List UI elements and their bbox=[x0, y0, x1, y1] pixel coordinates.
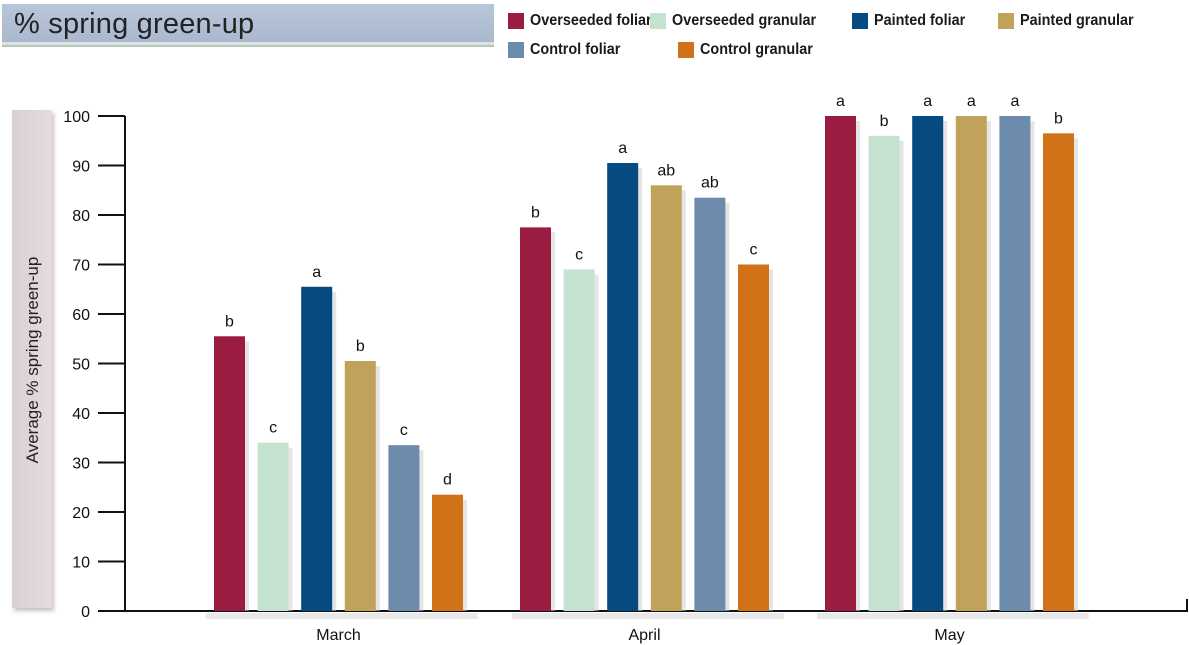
legend-swatch bbox=[650, 13, 666, 29]
title-divider bbox=[2, 45, 494, 47]
significance-letter: b bbox=[880, 113, 889, 130]
y-tick-label: 80 bbox=[72, 208, 90, 225]
significance-letter: a bbox=[312, 264, 321, 281]
significance-letter: b bbox=[356, 338, 365, 355]
legend-label: Overseeded foliar bbox=[530, 12, 652, 29]
legend-label: Painted foliar bbox=[874, 12, 966, 29]
significance-letter: c bbox=[400, 422, 408, 439]
bar bbox=[912, 116, 944, 611]
bar bbox=[868, 135, 900, 612]
y-tick-label: 40 bbox=[72, 406, 90, 423]
bar bbox=[301, 286, 333, 611]
significance-letter: c bbox=[750, 242, 758, 259]
bar bbox=[1043, 133, 1074, 611]
significance-letter: ab bbox=[657, 162, 675, 179]
significance-letter: c bbox=[269, 420, 277, 437]
x-tick-label: May bbox=[934, 627, 964, 644]
significance-letter: b bbox=[225, 313, 234, 330]
legend-swatch bbox=[998, 13, 1014, 29]
legend-swatch bbox=[852, 13, 868, 29]
bar bbox=[388, 445, 420, 611]
y-tick-label: 30 bbox=[72, 456, 90, 473]
y-tick-label: 70 bbox=[72, 258, 90, 275]
legend-item: Painted foliar bbox=[852, 8, 975, 34]
bar bbox=[650, 185, 682, 612]
bar bbox=[344, 361, 376, 611]
significance-letter: c bbox=[575, 246, 583, 263]
bar bbox=[563, 269, 595, 611]
bar bbox=[738, 264, 769, 611]
significance-letter: b bbox=[531, 204, 540, 221]
legend-swatch bbox=[678, 42, 694, 58]
bar bbox=[432, 494, 463, 611]
significance-letter: b bbox=[1054, 110, 1063, 127]
y-tick-label: 60 bbox=[72, 307, 90, 324]
title-banner: % spring green-up bbox=[2, 4, 494, 42]
bar bbox=[955, 116, 987, 611]
legend-label: Overseeded granular bbox=[672, 12, 817, 29]
y-axis-label-panel bbox=[12, 110, 52, 608]
significance-letter: ab bbox=[701, 175, 719, 192]
legend-item: Overseeded granular bbox=[650, 8, 832, 34]
bar bbox=[825, 116, 856, 611]
y-tick-label: 0 bbox=[81, 604, 90, 621]
x-tick-label: April bbox=[628, 627, 660, 644]
legend-item: Painted granular bbox=[998, 8, 1146, 34]
x-tick-label: March bbox=[316, 627, 360, 644]
legend-swatch bbox=[508, 42, 524, 58]
page-title: % spring green-up bbox=[14, 8, 255, 40]
significance-letter: d bbox=[443, 472, 452, 489]
bar bbox=[607, 163, 639, 611]
bar bbox=[520, 227, 551, 611]
legend-label: Control foliar bbox=[530, 41, 621, 58]
legend-item: Overseeded foliar bbox=[508, 8, 665, 34]
legend-label: Control granular bbox=[700, 41, 813, 58]
legend-item: Control foliar bbox=[508, 37, 630, 63]
legend-label: Painted granular bbox=[1020, 12, 1134, 29]
y-tick-label: 10 bbox=[72, 555, 90, 572]
y-tick-label: 50 bbox=[72, 357, 90, 374]
y-tick-label: 100 bbox=[63, 109, 90, 126]
group-shadow bbox=[817, 613, 1089, 619]
significance-letter: a bbox=[923, 93, 932, 110]
y-tick-label: 20 bbox=[72, 505, 90, 522]
significance-letter: a bbox=[836, 93, 845, 110]
chart-legend: Overseeded foliar Overseeded granular Pain… bbox=[508, 8, 1188, 68]
bar bbox=[999, 116, 1031, 611]
significance-letter: a bbox=[618, 140, 627, 157]
bar bbox=[694, 197, 726, 612]
legend-swatch bbox=[508, 13, 524, 29]
significance-letter: a bbox=[1010, 93, 1019, 110]
group-shadow bbox=[512, 613, 784, 619]
group-shadow bbox=[206, 613, 478, 619]
bar bbox=[257, 442, 289, 611]
y-tick-label: 90 bbox=[72, 159, 90, 176]
significance-letter: a bbox=[967, 93, 976, 110]
legend-item: Control granular bbox=[678, 37, 825, 63]
bar bbox=[214, 336, 245, 611]
